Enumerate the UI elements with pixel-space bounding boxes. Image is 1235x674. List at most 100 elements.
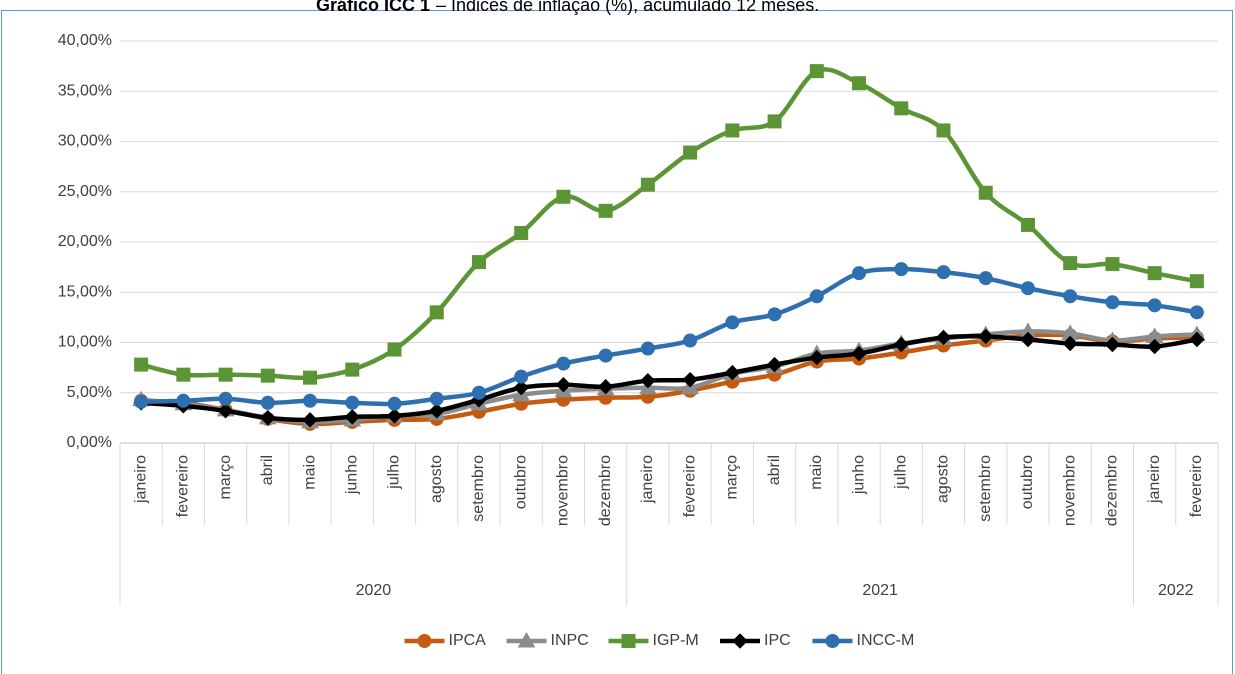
data-point bbox=[894, 101, 909, 116]
data-point bbox=[387, 342, 402, 357]
legend-marker bbox=[732, 633, 748, 649]
y-tick-label: 15,00% bbox=[58, 283, 112, 300]
data-point bbox=[936, 123, 951, 138]
data-point bbox=[852, 76, 867, 91]
data-point bbox=[978, 328, 994, 345]
legend-label: IPC bbox=[764, 632, 791, 649]
data-point bbox=[1063, 289, 1078, 304]
x-tick-label: janeiro bbox=[132, 455, 149, 504]
x-tick-label: dezembro bbox=[1104, 455, 1121, 526]
x-tick-label: fevereiro bbox=[175, 455, 192, 517]
x-tick-label: janeiro bbox=[1146, 455, 1163, 504]
data-point bbox=[809, 64, 824, 79]
data-point bbox=[176, 367, 191, 382]
data-point bbox=[598, 348, 613, 363]
legend-label: INCC-M bbox=[857, 632, 915, 649]
data-point bbox=[514, 369, 529, 384]
x-tick-label: abril bbox=[259, 455, 276, 485]
x-tick-label: dezembro bbox=[597, 455, 614, 526]
data-point bbox=[1062, 335, 1078, 352]
data-point bbox=[514, 225, 529, 240]
legend-marker bbox=[417, 634, 432, 648]
data-point bbox=[1189, 305, 1204, 320]
data-point bbox=[471, 385, 486, 400]
legend-marker bbox=[517, 631, 536, 648]
x-tick-label: fevereiro bbox=[1188, 455, 1205, 517]
data-point bbox=[725, 315, 740, 330]
y-tick-label: 0,00% bbox=[67, 434, 112, 451]
data-point bbox=[556, 356, 571, 371]
data-point bbox=[598, 203, 613, 218]
data-point bbox=[217, 403, 234, 419]
x-tick-label: novembro bbox=[555, 455, 572, 526]
data-point bbox=[260, 368, 275, 383]
data-point bbox=[429, 305, 444, 320]
legend-label: IPCA bbox=[449, 632, 487, 649]
data-point bbox=[767, 114, 782, 129]
data-point bbox=[1020, 217, 1035, 232]
x-tick-label: julho bbox=[386, 455, 403, 490]
y-tick-label: 40,00% bbox=[58, 32, 112, 49]
data-point bbox=[387, 396, 402, 411]
data-point bbox=[1105, 257, 1120, 272]
data-point bbox=[429, 391, 444, 406]
data-point bbox=[218, 367, 233, 382]
data-point bbox=[134, 357, 149, 372]
x-tick-label: agosto bbox=[428, 455, 445, 503]
data-point bbox=[260, 410, 276, 426]
data-point bbox=[893, 336, 909, 353]
x-tick-label: abril bbox=[766, 455, 783, 485]
data-point bbox=[1104, 336, 1121, 353]
data-point bbox=[1147, 266, 1162, 281]
data-point bbox=[386, 408, 403, 424]
data-point bbox=[767, 307, 782, 322]
data-point bbox=[809, 349, 825, 366]
chart-title: Gráfico ICC 1 bbox=[316, 0, 430, 15]
data-point bbox=[725, 123, 740, 138]
data-point bbox=[597, 379, 614, 395]
data-point bbox=[978, 271, 993, 286]
x-tick-label: setembro bbox=[470, 455, 487, 522]
chart-title-rest: – Índices de inflação (%), acumulado 12 … bbox=[436, 0, 819, 15]
data-point bbox=[134, 394, 149, 409]
x-tick-label: maio bbox=[808, 455, 825, 490]
data-point bbox=[683, 145, 698, 160]
x-group-label: 2021 bbox=[862, 582, 898, 599]
data-point bbox=[555, 377, 572, 393]
x-tick-label: julho bbox=[892, 455, 909, 490]
x-tick-label: fevereiro bbox=[681, 455, 698, 517]
legend-marker bbox=[825, 634, 840, 648]
data-point bbox=[683, 333, 698, 348]
data-point bbox=[1105, 295, 1120, 310]
y-tick-label: 25,00% bbox=[58, 183, 112, 200]
legend-label: IGP-M bbox=[653, 632, 699, 649]
data-point bbox=[302, 412, 318, 428]
data-point bbox=[766, 356, 783, 373]
y-tick-label: 35,00% bbox=[58, 82, 112, 99]
x-tick-label: junho bbox=[850, 455, 867, 495]
data-point bbox=[303, 393, 318, 408]
data-point bbox=[640, 372, 656, 389]
data-point bbox=[1189, 331, 1205, 348]
data-point bbox=[218, 391, 233, 406]
data-point bbox=[1063, 256, 1078, 271]
data-point bbox=[513, 380, 529, 396]
y-tick-label: 10,00% bbox=[58, 334, 112, 351]
legend-label: INPC bbox=[551, 632, 589, 649]
legend-marker bbox=[621, 634, 636, 648]
data-point bbox=[344, 409, 360, 425]
x-tick-label: março bbox=[724, 455, 741, 500]
x-tick-label: março bbox=[217, 455, 234, 500]
data-point bbox=[429, 403, 445, 419]
x-tick-label: junho bbox=[343, 455, 360, 495]
data-point bbox=[935, 329, 952, 346]
y-tick-label: 30,00% bbox=[58, 133, 112, 150]
data-point bbox=[1020, 331, 1036, 348]
data-point bbox=[682, 371, 698, 388]
y-tick-label: 20,00% bbox=[58, 233, 112, 250]
data-point bbox=[556, 189, 571, 204]
data-point bbox=[640, 341, 655, 356]
x-group-label: 2022 bbox=[1158, 582, 1194, 599]
